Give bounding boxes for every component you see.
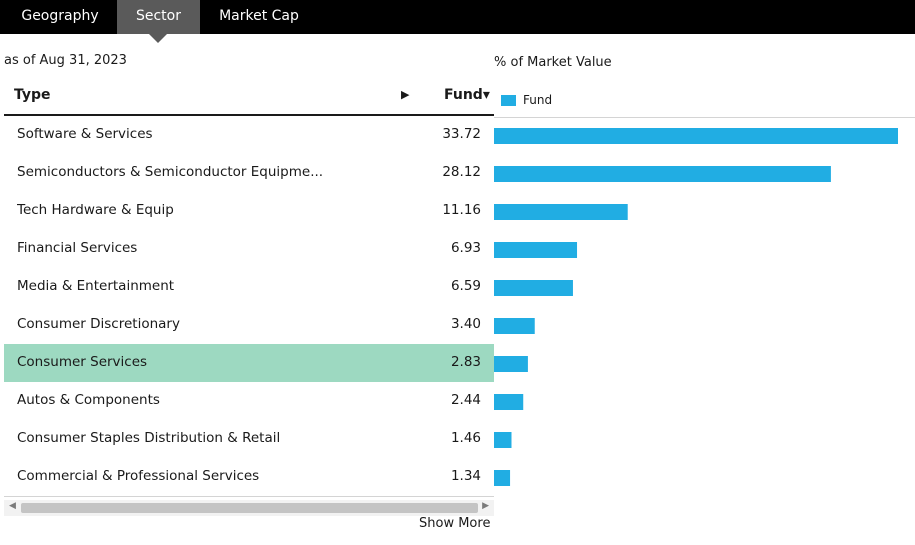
table-row[interactable]: Autos & Components 2.44 [4, 382, 494, 420]
table-row[interactable]: Consumer Staples Distribution & Retail 1.… [4, 420, 494, 458]
active-tab-caret [149, 34, 167, 43]
legend-label-fund: Fund [523, 93, 553, 107]
fund-value: 6.59 [450, 278, 481, 294]
sort-desc-icon: ▾ [482, 87, 490, 103]
table-row[interactable]: Financial Services 6.93 [4, 230, 494, 268]
sector-name: Financial Services [17, 240, 138, 256]
bar-7[interactable] [494, 394, 524, 410]
fund-value: 33.72 [442, 126, 481, 142]
bar-4[interactable] [494, 280, 573, 296]
table-row[interactable]: Consumer Discretionary 3.40 [4, 306, 494, 344]
sector-name: Commercial & Professional Services [17, 468, 260, 484]
sector-name: Consumer Discretionary [17, 316, 180, 332]
as-of-date: as of Aug 31, 2023 [4, 53, 127, 68]
tab-bar: Geography Sector Market Cap [0, 0, 915, 34]
table-row[interactable]: Tech Hardware & Equip 11.16 [4, 192, 494, 230]
sector-name: Semiconductors & Semiconductor Equipme..… [17, 164, 324, 180]
fund-value: 28.12 [442, 164, 481, 180]
sector-name: Consumer Services [17, 354, 148, 370]
sector-name: Software & Services [17, 126, 153, 142]
fund-value: 11.16 [442, 202, 481, 218]
bar-5[interactable] [494, 318, 535, 334]
bar-9[interactable] [494, 470, 511, 486]
fund-value: 1.46 [450, 430, 481, 446]
chart-top-divider [494, 117, 915, 118]
table-row[interactable]: Commercial & Professional Services 1.34 [4, 458, 494, 496]
bar-2[interactable] [494, 204, 628, 220]
table-row[interactable]: Media & Entertainment 6.59 [4, 268, 494, 306]
fund-value: 3.40 [450, 316, 481, 332]
table-row[interactable]: Consumer Services 2.83 [4, 344, 494, 382]
expand-arrow-icon[interactable]: ▶ [401, 88, 410, 101]
horizontal-scrollbar[interactable]: ◀ ▶ [4, 500, 494, 516]
table-row[interactable]: Software & Services 33.72 [4, 116, 494, 154]
table-bottom-divider [4, 496, 494, 497]
sector-name: Autos & Components [17, 392, 160, 408]
bar-3[interactable] [494, 242, 578, 258]
sector-name: Tech Hardware & Equip [17, 202, 174, 218]
tab-geography[interactable]: Geography [21, 8, 99, 24]
fund-value: 2.44 [450, 392, 481, 408]
bar-0[interactable] [494, 128, 898, 144]
show-more-link[interactable]: Show More [419, 516, 491, 531]
column-header-fund[interactable]: Fund▾ [444, 87, 490, 103]
table-row[interactable]: Semiconductors & Semiconductor Equipme..… [4, 154, 494, 192]
fund-value: 6.93 [450, 240, 481, 256]
fund-value: 1.34 [450, 468, 481, 484]
sector-name: Consumer Staples Distribution & Retail [17, 430, 281, 446]
bar-6[interactable] [494, 356, 528, 372]
legend-swatch-fund [501, 94, 516, 106]
bar-chart [494, 128, 898, 486]
sector-table: Software & Services 33.72 Semiconductors &… [4, 116, 494, 496]
bar-1[interactable] [494, 166, 831, 182]
fund-value: 2.83 [450, 354, 481, 370]
chart-legend: Fund [501, 93, 552, 107]
chart-title: % of Market Value [494, 55, 612, 70]
bar-8[interactable] [494, 432, 512, 448]
sector-name: Media & Entertainment [17, 278, 175, 294]
scroll-left-icon[interactable]: ◀ [9, 501, 16, 511]
header-divider [4, 114, 494, 116]
scrollbar-thumb[interactable] [21, 503, 478, 513]
tab-sector[interactable]: Sector [117, 0, 200, 34]
column-header-type: Type [14, 87, 51, 103]
scroll-right-icon[interactable]: ▶ [482, 501, 489, 511]
fund-header-label: Fund [444, 87, 483, 103]
tab-market-cap[interactable]: Market Cap [219, 8, 299, 24]
